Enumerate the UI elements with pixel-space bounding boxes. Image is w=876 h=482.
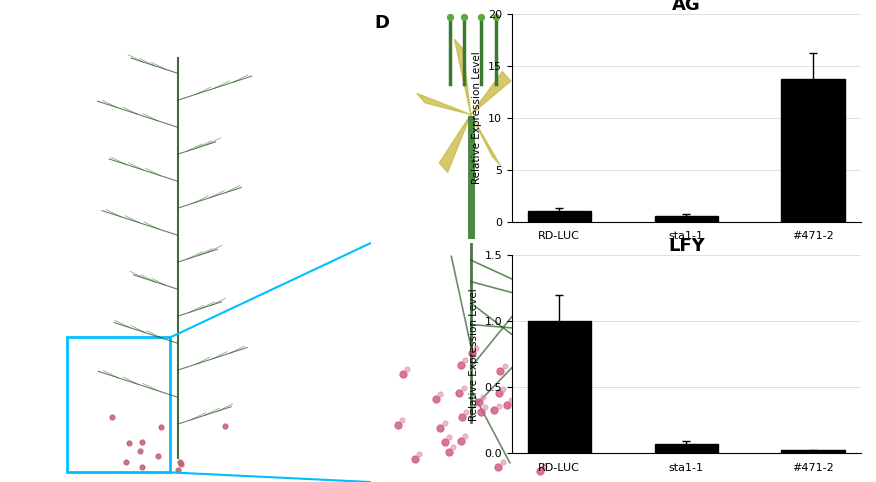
- Text: C: C: [380, 253, 393, 271]
- Bar: [654, 215, 718, 222]
- Bar: [654, 444, 718, 453]
- Polygon shape: [470, 115, 500, 166]
- Point: [135, 438, 149, 446]
- Point: [395, 416, 409, 424]
- Point: [446, 443, 460, 451]
- Point: [537, 462, 551, 470]
- Point: [537, 445, 551, 453]
- Point: [459, 409, 473, 416]
- Point: [438, 438, 452, 446]
- Point: [458, 356, 472, 364]
- Point: [391, 421, 405, 429]
- Point: [476, 393, 490, 401]
- Point: [465, 349, 479, 357]
- Point: [455, 414, 469, 421]
- Point: [493, 367, 507, 375]
- Point: [478, 403, 492, 411]
- Title: LFY: LFY: [668, 237, 704, 255]
- Polygon shape: [455, 39, 470, 115]
- Point: [434, 390, 448, 398]
- Point: [135, 463, 149, 470]
- Point: [496, 458, 510, 466]
- Point: [452, 388, 466, 396]
- Y-axis label: Relative Expression Level: Relative Expression Level: [469, 288, 479, 421]
- Point: [511, 398, 525, 406]
- Text: A: A: [15, 14, 29, 32]
- Bar: [527, 211, 591, 222]
- Point: [491, 389, 505, 397]
- Text: B: B: [380, 10, 394, 27]
- Y-axis label: Relative Expression Level: Relative Expression Level: [472, 52, 483, 185]
- Point: [408, 455, 422, 463]
- Point: [454, 437, 468, 445]
- Polygon shape: [417, 94, 470, 115]
- Point: [487, 407, 501, 415]
- Polygon shape: [470, 72, 511, 115]
- Point: [151, 452, 165, 459]
- Point: [413, 450, 427, 458]
- Point: [458, 432, 472, 440]
- Bar: [67, 337, 170, 472]
- Point: [442, 433, 456, 441]
- Point: [505, 397, 519, 404]
- Title: AG: AG: [672, 0, 701, 14]
- Bar: [781, 79, 845, 222]
- Point: [539, 411, 553, 419]
- Point: [496, 385, 510, 392]
- Point: [119, 458, 133, 466]
- Point: [556, 407, 570, 415]
- Point: [105, 414, 119, 421]
- Point: [454, 361, 468, 369]
- Point: [400, 365, 414, 373]
- Point: [442, 448, 456, 456]
- Point: [510, 436, 524, 443]
- Point: [491, 463, 505, 471]
- Point: [171, 466, 185, 473]
- Point: [541, 441, 555, 448]
- Polygon shape: [439, 115, 470, 173]
- Point: [500, 401, 514, 409]
- Point: [469, 344, 483, 352]
- Point: [543, 406, 557, 414]
- Point: [133, 447, 147, 455]
- Point: [438, 419, 452, 427]
- Point: [489, 13, 503, 21]
- Point: [396, 370, 410, 377]
- Point: [173, 460, 187, 468]
- Point: [474, 13, 488, 21]
- Point: [122, 439, 136, 446]
- Point: [474, 408, 488, 416]
- Point: [471, 398, 485, 405]
- Point: [533, 467, 547, 475]
- Point: [552, 412, 566, 420]
- Bar: [527, 321, 591, 453]
- Bar: [781, 451, 845, 453]
- Point: [442, 13, 456, 21]
- Point: [429, 395, 443, 403]
- Point: [514, 393, 528, 401]
- Point: [498, 362, 512, 370]
- Point: [218, 422, 232, 429]
- Text: D: D: [374, 14, 389, 32]
- Point: [514, 431, 528, 439]
- Point: [457, 13, 471, 21]
- Point: [173, 459, 187, 467]
- Point: [154, 423, 168, 431]
- Point: [456, 384, 470, 392]
- Point: [491, 402, 505, 410]
- Point: [434, 424, 448, 431]
